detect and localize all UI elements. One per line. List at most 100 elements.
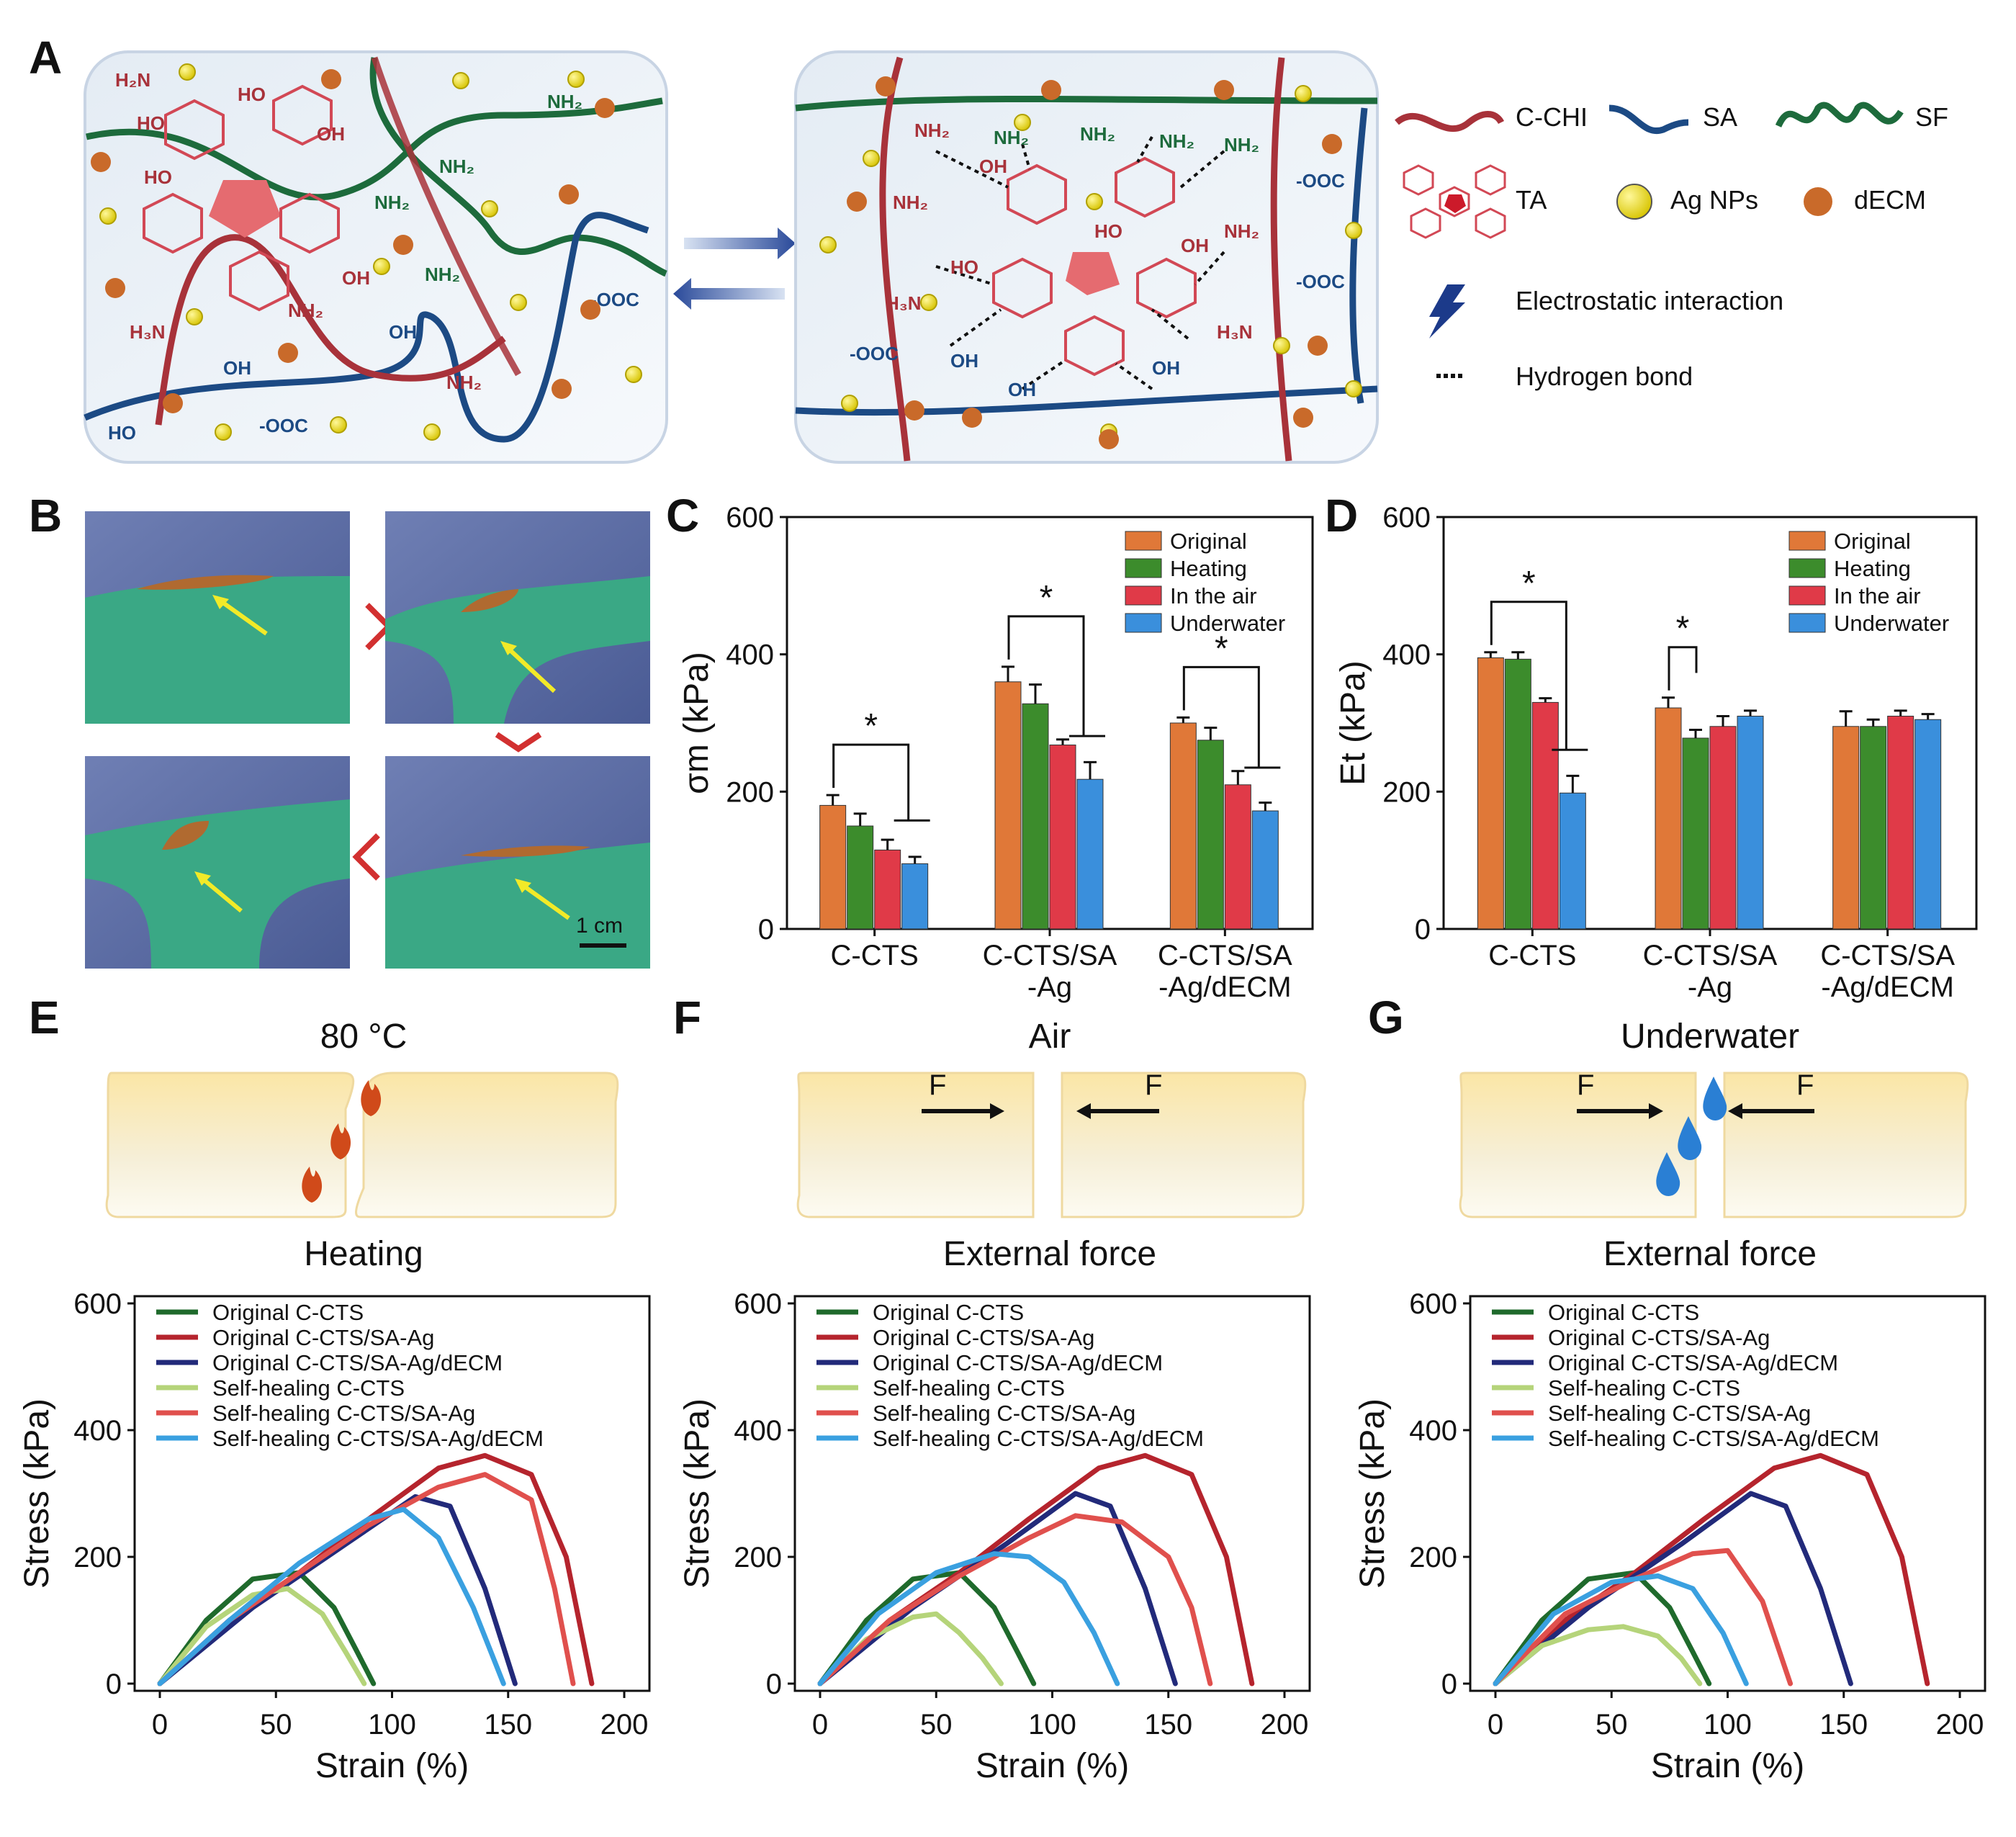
x-category-label: -Ag/dECM — [1821, 971, 1954, 1003]
y-tick-label: 0 — [1415, 914, 1431, 946]
significance-star: * — [864, 707, 878, 745]
significance-bracket — [832, 743, 910, 821]
svg-text:OH: OH — [223, 357, 251, 379]
x-category-label: C-CTS — [1488, 940, 1576, 971]
legend-electrostatic-label: Electrostatic interaction — [1516, 286, 1783, 315]
series-line — [157, 1586, 367, 1686]
significance-bracket — [1007, 615, 1085, 737]
legend-ag-icon — [1616, 184, 1652, 220]
significance-bracket — [1182, 665, 1260, 768]
legend-label: Original C-CTS — [873, 1300, 1024, 1325]
bar — [1197, 740, 1224, 930]
scene-g: Underwater F F External force — [1459, 1018, 1969, 1273]
legend-ta-icon — [1403, 164, 1506, 239]
panel-letter-g: G — [1368, 992, 1404, 1043]
scene-f-title: Air — [1029, 1018, 1071, 1056]
sequence-chevron-3 — [352, 833, 380, 881]
y-tick-label: 0 — [758, 914, 774, 946]
svg-text:HO: HO — [108, 422, 136, 444]
legend-label: Original — [1834, 529, 1911, 554]
x-tick-label: 150 — [1144, 1709, 1192, 1741]
series-line — [1493, 1573, 1749, 1686]
legend-label: Self-healing C-CTS — [212, 1375, 405, 1401]
x-category-label: C-CTS/SA — [1820, 940, 1955, 971]
bar — [1169, 722, 1197, 930]
legend-swatch — [1125, 531, 1162, 551]
scene-f: Air F F External force — [796, 1018, 1307, 1273]
significance-bracket — [1490, 601, 1567, 750]
legend-label: Original C-CTS/SA-Ag — [873, 1325, 1094, 1350]
x-tick-label: 200 — [600, 1709, 649, 1741]
svg-text:OH: OH — [979, 156, 1007, 177]
legend-label: Self-healing C-CTS/SA-Ag — [1548, 1401, 1811, 1426]
flame-icons — [302, 1080, 382, 1203]
legend-swatch — [1125, 585, 1162, 606]
x-tick-label: 200 — [1936, 1709, 1984, 1741]
svg-text:NH₂: NH₂ — [1080, 123, 1115, 145]
y-axis-label: Et (kPa) — [1334, 660, 1372, 785]
x-category-label: -Ag — [1688, 971, 1732, 1003]
bar — [1832, 726, 1860, 930]
legend-label: In the air — [1170, 583, 1257, 608]
svg-text:OH: OH — [950, 350, 978, 372]
force-label-right-g: F — [1796, 1069, 1814, 1101]
legend-label: Original — [1170, 529, 1247, 554]
legend-swatch — [1788, 613, 1826, 633]
legend-swatch — [1788, 558, 1826, 578]
schematic-legend: C-CHI SA SF TA Ag NPs dECM Electrostatic… — [1395, 102, 1948, 391]
y-tick-label: 400 — [1409, 1415, 1457, 1447]
schematic-right: NH₂ NH₂ NH₂ NH₂ NH₂ NH₂ H₃N NH₂ H₃N OH H… — [794, 50, 1379, 464]
legend-label: Self-healing C-CTS — [1548, 1375, 1740, 1401]
panel-letter-b: B — [29, 490, 62, 542]
bar — [1022, 703, 1049, 930]
legend-label: Original C-CTS/SA-Ag/dECM — [1548, 1350, 1838, 1375]
schematic-left: H₂N HO HO OH HO OH NH₂ H₃N NH₂ NH₂ NH₂ N… — [84, 50, 668, 464]
legend-ag-label: Ag NPs — [1670, 185, 1758, 215]
svg-text:NH₂: NH₂ — [1224, 134, 1259, 156]
svg-text:NH₂: NH₂ — [374, 192, 410, 213]
scale-bar-label: 1 cm — [576, 914, 623, 938]
legend-swatch — [1788, 531, 1826, 551]
x-tick-label: 150 — [1819, 1709, 1868, 1741]
legend-label: Heating — [1170, 556, 1247, 581]
x-category-label: -Ag/dECM — [1158, 971, 1292, 1003]
bar — [1049, 745, 1076, 930]
panel-letter-e: E — [29, 992, 60, 1043]
bar — [1076, 778, 1104, 930]
photo-1 — [85, 511, 350, 724]
legend-decm-label: dECM — [1854, 185, 1926, 215]
ag-nanoparticles-right — [819, 85, 1362, 441]
svg-text:NH₂: NH₂ — [425, 264, 460, 285]
scene-e-title: 80 °C — [320, 1018, 408, 1056]
y-axis-label: Stress (kPa) — [1354, 1398, 1392, 1589]
legend-swatch — [1125, 613, 1162, 633]
series-line — [157, 1494, 518, 1686]
series-line — [1493, 1452, 1930, 1686]
bar — [1224, 784, 1251, 930]
legend-label: Original C-CTS/SA-Ag — [1548, 1325, 1770, 1350]
photo-2 — [385, 511, 650, 724]
scene-e: 80 °C Heating — [105, 1018, 619, 1273]
svg-text:OH: OH — [1181, 235, 1209, 256]
legend-hbond-label: Hydrogen bond — [1516, 361, 1693, 391]
bar — [901, 863, 929, 930]
svg-text:OH: OH — [317, 123, 345, 145]
photo-grid: 1 cm — [85, 511, 650, 969]
scene-g-title: Underwater — [1621, 1018, 1799, 1056]
significance-star: * — [1040, 579, 1053, 617]
legend-label: Self-healing C-CTS/SA-Ag — [873, 1401, 1135, 1426]
y-tick-label: 200 — [726, 776, 774, 808]
y-axis-label: σm (kPa) — [678, 652, 716, 794]
panel-letter-c: C — [666, 490, 699, 542]
svg-text:-OOC: -OOC — [850, 343, 899, 364]
x-tick-label: 200 — [1261, 1709, 1309, 1741]
bar — [1477, 657, 1504, 930]
scene-f-caption: External force — [943, 1235, 1156, 1273]
legend-label: Self-healing C-CTS/SA-Ag/dECM — [873, 1426, 1204, 1451]
svg-text:H₃N: H₃N — [886, 292, 922, 314]
significance-star: * — [1215, 629, 1228, 668]
series-line — [157, 1506, 506, 1686]
legend-label: Self-healing C-CTS/SA-Ag — [212, 1401, 475, 1426]
water-drop-icons — [1656, 1077, 1727, 1196]
